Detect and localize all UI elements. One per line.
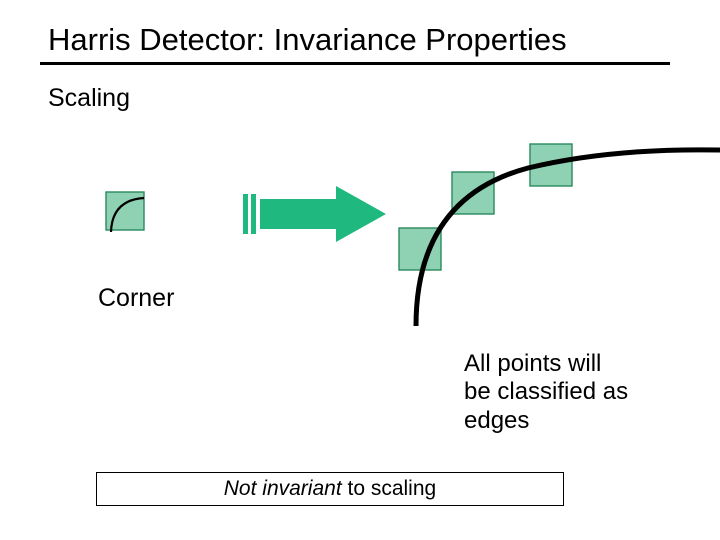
large-window-box-0 — [399, 228, 441, 270]
arrow-tail-bar-1 — [251, 194, 256, 234]
footer-rest: to scaling — [342, 477, 437, 500]
large-curve — [416, 150, 720, 326]
explain-line2: be classified as — [464, 378, 628, 406]
large-window-box-1 — [452, 172, 494, 214]
explain-line3: edges — [464, 407, 628, 435]
footer-callout: Not invariant to scaling — [96, 472, 564, 506]
explanation-text: All points will be classified as edges — [464, 350, 628, 435]
small-window-box — [106, 192, 144, 230]
scaling-label: Scaling — [48, 84, 130, 113]
footer-italic: Not invariant — [224, 477, 342, 500]
explain-line1: All points will — [464, 350, 628, 378]
diagram-canvas — [0, 0, 720, 540]
arrow-tail-bar-0 — [243, 194, 248, 234]
corner-label: Corner — [98, 284, 174, 313]
arrow-shaft — [260, 199, 336, 229]
large-window-box-2 — [530, 144, 572, 186]
small-curve — [111, 198, 144, 232]
title-underline — [40, 62, 670, 65]
arrow-head — [336, 186, 386, 242]
page-title: Harris Detector: Invariance Properties — [48, 22, 567, 58]
